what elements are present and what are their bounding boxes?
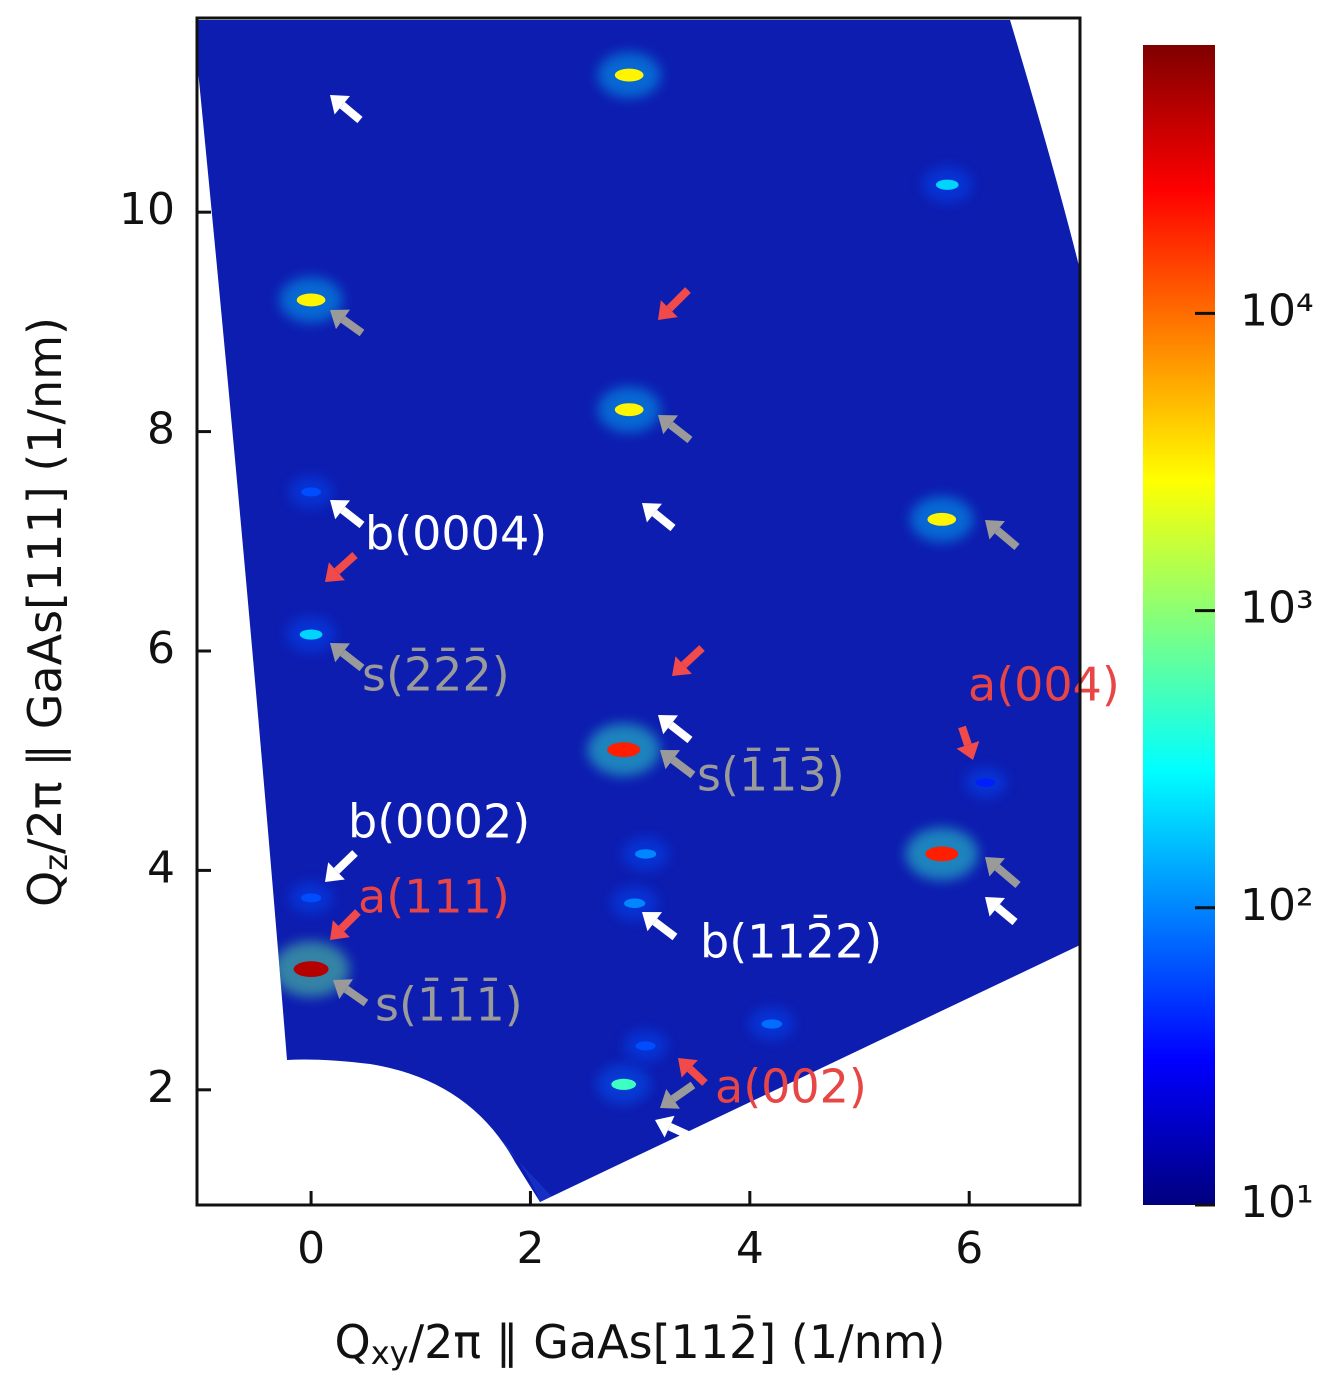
arrow-head [325,862,345,882]
arrow-shaft [334,552,358,575]
arrow-head [333,979,353,999]
spot [607,742,641,758]
spot [614,68,644,82]
measured-region-edge [470,945,1080,1202]
annotation: b(0002) [348,795,530,849]
spot [301,893,322,903]
colorbar-tick-label: 10⁴ [1240,285,1314,336]
arrow-head [330,500,350,520]
arrow-shaft [680,645,705,669]
spot [301,487,322,497]
y-axis-label: Qz/2π ∥ GaAs[111] (1/nm) [18,317,76,907]
arrow-head [658,415,678,435]
arrow-shaft [340,506,365,529]
colorbar-tick-label: 10³ [1240,583,1314,634]
arrow-shaft [333,850,358,874]
x-tick-label: 6 [955,1223,983,1274]
annotation: b(0004) [365,507,547,561]
arrow-shaft [687,1065,708,1086]
arrow-head [330,643,350,663]
arrow-head [985,520,1005,540]
arrow-shaft [994,904,1018,926]
y-tick-label: 6 [147,623,175,674]
spot [925,846,959,862]
x-axis-label: Qxy/2π ∥ GaAs[112̄] (1/nm) [335,1314,946,1372]
arrow-shaft [668,421,693,444]
arrow-head [678,1058,698,1078]
arrow-head [985,857,1005,877]
arrow-shaft [994,864,1021,889]
arrow-head [642,503,662,523]
y-tick-label: 4 [147,842,175,893]
measured-region [197,20,1080,1202]
spot [296,293,326,307]
spot [614,403,644,417]
arrow-shaft [338,909,361,932]
arrow-shaft [958,725,972,747]
annotation: a(002) [715,1060,867,1114]
spots [272,52,1007,1105]
x-tick-label: 0 [297,1223,325,1274]
y-tick-label: 8 [147,404,175,455]
arrow-head [642,912,662,932]
arrow-head [956,741,980,760]
spot [976,778,996,787]
arrow-head [330,309,350,330]
spot [299,629,323,640]
annotation: s(1̄1̄3̄) [697,747,845,801]
arrows [325,95,1021,1139]
arrow-shaft [670,1081,696,1103]
arrow-shaft [652,918,678,941]
arrow-head [330,95,350,115]
arrow-head [672,656,692,676]
arrow-shaft [666,287,691,312]
arrow-head [985,897,1005,917]
annotation: a(004) [968,658,1120,712]
arrow-shaft [340,316,365,337]
arrow-shaft [651,509,676,532]
annotation: s(2̄2̄2̄) [362,647,510,701]
spot [611,1078,637,1090]
spot [635,1041,656,1051]
colorbar-tick-label: 10² [1240,880,1314,931]
arrow-head [660,750,680,770]
arrow-head [658,715,678,735]
spot [761,1019,783,1029]
y-tick-label: 2 [147,1062,175,1113]
annotations: b(0004) s(2̄2̄2̄) a(004) s(1̄1̄3̄) b(0002) a(… [348,507,1120,1114]
arrow-shaft [343,985,369,1007]
arrow-head [658,300,678,320]
arrow-shaft [340,649,365,672]
arrow-shaft [668,721,693,744]
x-tick-label: 4 [736,1223,764,1274]
arrow-shaft [339,102,363,124]
spot [293,961,329,978]
arrow-shaft [667,1122,690,1139]
arrow-head [330,920,350,940]
axes: 0 2 4 6 2 4 6 8 10 10¹ 10² 10³ 10⁴ [119,184,1314,1274]
spot [927,512,957,526]
annotation: a(111) [358,870,510,924]
arrow-head [655,1115,675,1138]
y-tick-label: 10 [119,184,175,235]
plot-frame [195,16,1082,1207]
arrow-shaft [994,527,1020,551]
arrow-shaft [670,756,696,779]
x-tick-label: 2 [516,1223,544,1274]
colorbar-tick-label: 10¹ [1240,1177,1314,1228]
arrow-head [660,1089,680,1109]
colorbar [1143,45,1215,1205]
arrow-head [325,562,345,582]
spot [635,849,657,859]
annotation: b(112̄2) [700,914,882,968]
spot [935,179,959,190]
annotation: s(1̄1̄1̄) [375,977,523,1031]
spot [624,898,646,909]
